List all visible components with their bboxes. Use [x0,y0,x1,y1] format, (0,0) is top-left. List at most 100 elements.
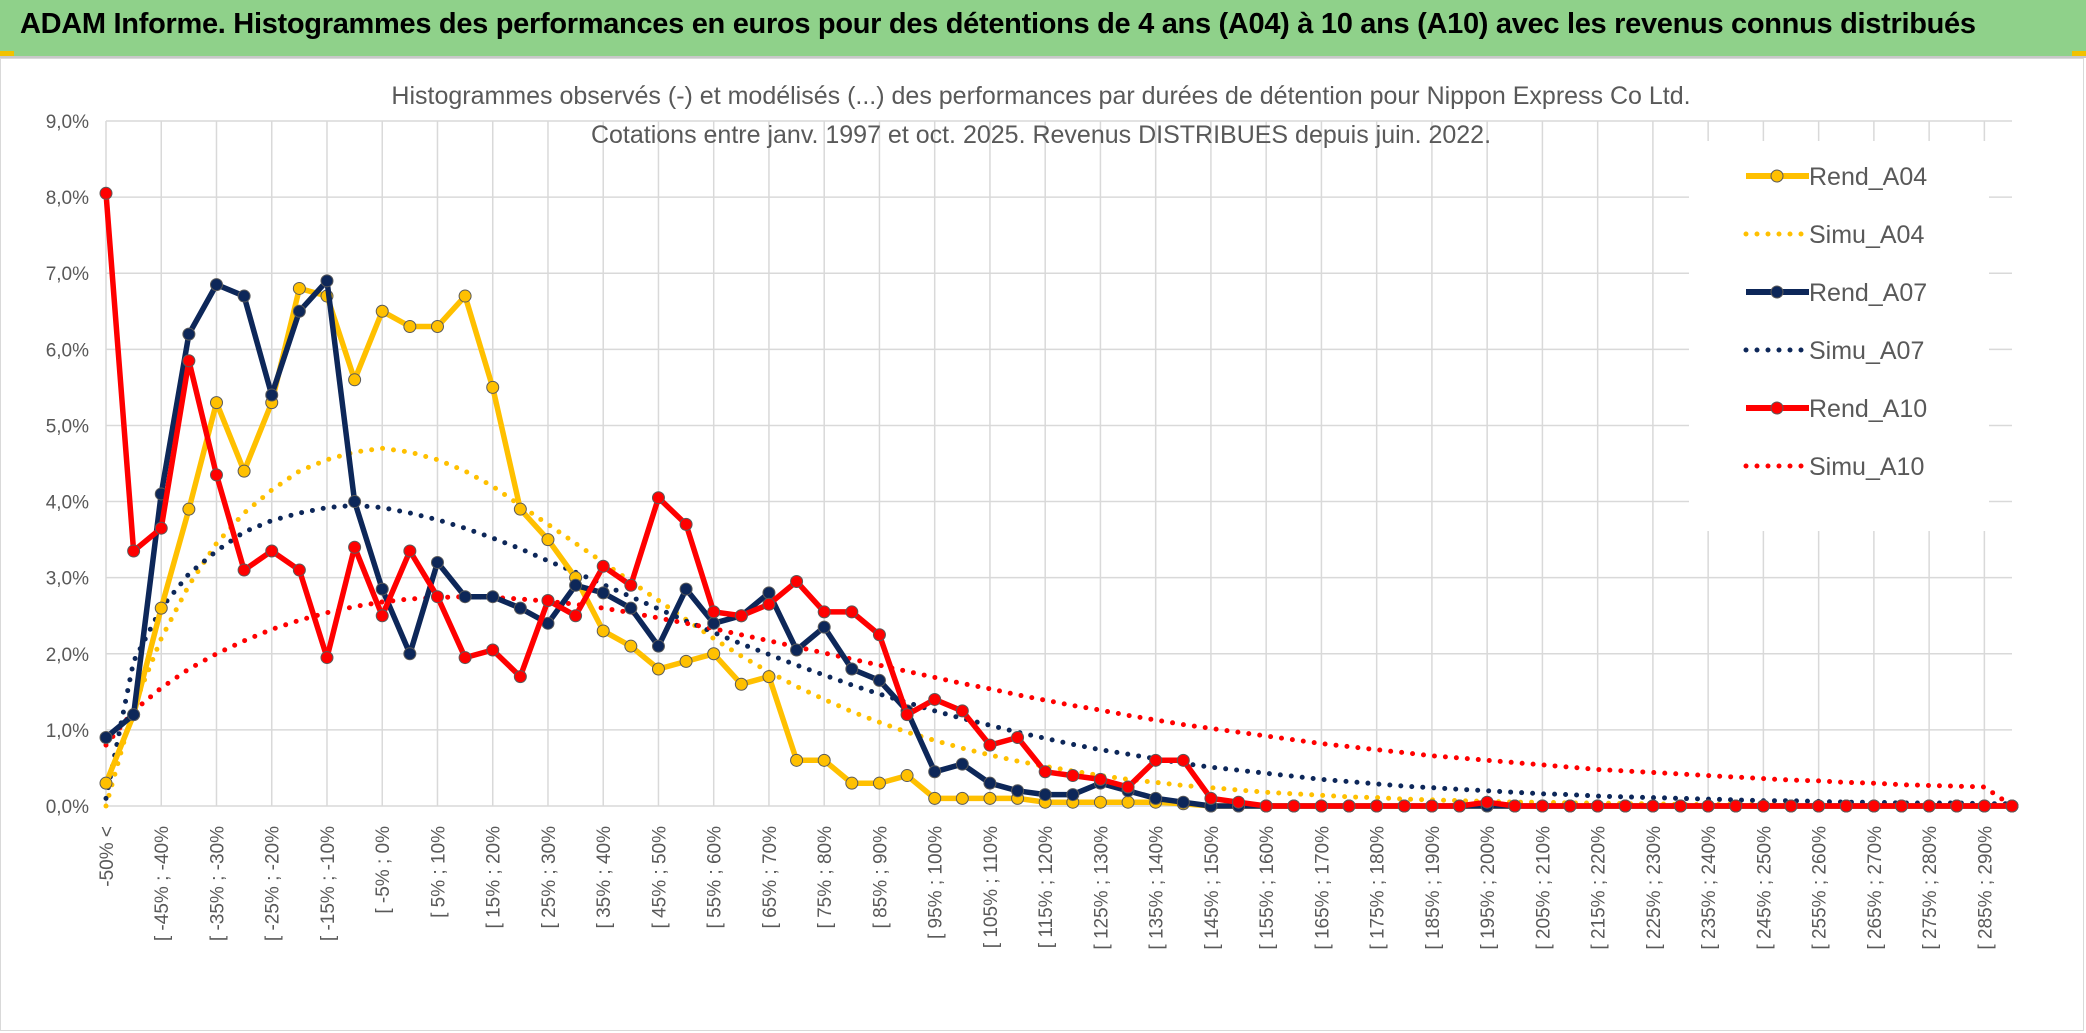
data-point-rend-a07 [707,616,721,630]
corner-marker-right [2072,51,2086,56]
data-point-rend-a07 [458,590,472,604]
data-point-rend-a10 [1066,769,1080,783]
x-tick-label: [ 115% ; 120% [1036,826,1057,948]
data-point-rend-a07 [651,639,665,653]
series-line-simu-a07 [103,502,2015,807]
data-point-rend-a04 [1093,795,1107,809]
data-point-rend-a10 [1204,791,1218,805]
data-point-rend-a10 [1342,799,1356,813]
legend-marker [1770,285,1784,299]
data-point-rend-a04 [541,533,555,547]
data-point-rend-a04 [762,670,776,684]
chart-area: Histogrammes observés (-) et modélisés (… [0,58,2084,1031]
data-point-rend-a10 [1287,799,1301,813]
data-point-rend-a10 [596,559,610,573]
legend-background [1689,141,1989,531]
x-tick-label: [ 195% ; 200% [1478,826,1499,950]
data-point-rend-a04 [707,647,721,661]
legend-entry-rend-a07: Rend_A07 [1746,279,1927,307]
report-header-banner: ADAM Informe. Histogrammes des performan… [0,0,2086,58]
data-point-rend-a10 [182,354,196,368]
data-point-rend-a04 [734,677,748,691]
data-point-rend-a10 [541,594,555,607]
legend-entry-simu-a04: Simu_A04 [1743,221,1924,249]
data-point-rend-a07 [596,586,610,600]
legend-label: Rend_A04 [1809,163,1927,191]
data-point-rend-a07 [403,647,417,661]
legend-entry-simu-a10: Simu_A10 [1743,453,1924,481]
data-point-rend-a04 [624,639,638,653]
x-tick-label: [ 215% ; 220% [1589,826,1610,950]
x-tick-label: [ 125% ; 130% [1091,826,1112,950]
data-point-rend-a10 [1149,753,1163,767]
y-tick-label: 3,0% [46,569,89,590]
x-tick-label: [ 105% ; 110% [981,826,1002,948]
y-tick-label: 8,0% [46,188,89,209]
x-tick-label: [ 5% ; 10% [428,826,449,918]
data-point-rend-a10 [1508,799,1522,813]
data-point-rend-a04 [1121,795,1135,809]
x-tick-label: [ 175% ; 180% [1368,826,1389,950]
data-point-rend-a10 [1922,799,1936,813]
data-point-rend-a07 [348,495,362,509]
x-tick-label: [ -35% ; -30% [207,826,228,941]
data-point-rend-a10 [127,544,141,558]
data-point-rend-a07 [845,662,859,676]
data-point-rend-a07 [790,643,804,657]
x-tick-label: [ 25% ; 30% [539,826,560,929]
x-tick-label: [ 65% ; 70% [760,826,781,929]
data-point-rend-a07 [1176,795,1190,809]
legend-label: Simu_A07 [1809,337,1924,365]
legend-entry-simu-a07: Simu_A07 [1743,337,1924,365]
data-point-rend-a10 [872,628,886,642]
data-point-rend-a04 [209,396,223,410]
legend-marker [1770,169,1784,183]
data-point-rend-a04 [99,776,113,790]
data-point-rend-a10 [1729,799,1743,813]
data-point-rend-a10 [209,468,223,482]
x-tick-label: [ 55% ; 60% [705,826,726,929]
x-tick-label: [ 165% ; 170% [1312,826,1333,950]
data-point-rend-a10 [99,186,113,200]
data-point-rend-a10 [265,544,279,558]
data-point-rend-a10 [624,578,638,592]
x-tick-label: [ 275% ; 280% [1920,826,1941,950]
x-tick-label: [ -5% ; 0% [373,826,394,914]
x-axis-tick-labels: -50% < [ -45% ; -40% [ -35% ; -30% [ -25% ;… [97,826,1996,950]
data-point-rend-a10 [292,563,306,577]
x-tick-label: [ 255% ; 260% [1810,826,1831,950]
data-point-rend-a04 [237,464,251,478]
data-point-rend-a10 [762,597,776,611]
data-point-rend-a10 [375,609,389,623]
data-point-rend-a10 [1646,799,1660,813]
data-point-rend-a10 [1453,799,1467,813]
data-point-rend-a10 [1701,799,1715,813]
data-point-rend-a07 [762,586,776,600]
data-point-rend-a10 [430,590,444,604]
data-point-rend-a10 [1093,772,1107,786]
y-tick-label: 0,0% [46,797,89,818]
chart-subtitle-line2: Cotations entre janv. 1997 et oct. 2025.… [591,121,1491,149]
data-point-rend-a07 [265,388,279,402]
data-point-rend-a10 [1038,765,1052,779]
data-point-rend-a07 [569,578,583,592]
x-tick-label: [ 235% ; 240% [1699,826,1720,950]
x-tick-label: -50% < [97,826,118,887]
data-point-rend-a07 [320,274,334,288]
y-axis-tick-labels: 0,0% 1,0% 2,0% 3,0% 4,0% 5,0% 6,0% 7,0% 8,0% 9,0% [46,112,89,818]
data-point-rend-a04 [513,502,527,516]
x-tick-label: [ 185% ; 190% [1423,826,1444,950]
data-point-rend-a04 [596,624,610,638]
data-point-rend-a04 [182,502,196,516]
data-point-rend-a10 [651,491,665,505]
x-tick-label: [ 205% ; 210% [1533,826,1554,950]
data-point-rend-a07 [430,555,444,569]
data-point-rend-a10 [1370,799,1384,813]
data-point-rend-a10 [1176,753,1190,767]
data-point-rend-a10 [486,643,500,657]
y-tick-label: 6,0% [46,340,89,361]
data-point-rend-a10 [1756,799,1770,813]
x-tick-label: [ 35% ; 40% [594,826,615,929]
data-point-rend-a10 [955,704,969,718]
data-point-rend-a10 [569,609,583,623]
